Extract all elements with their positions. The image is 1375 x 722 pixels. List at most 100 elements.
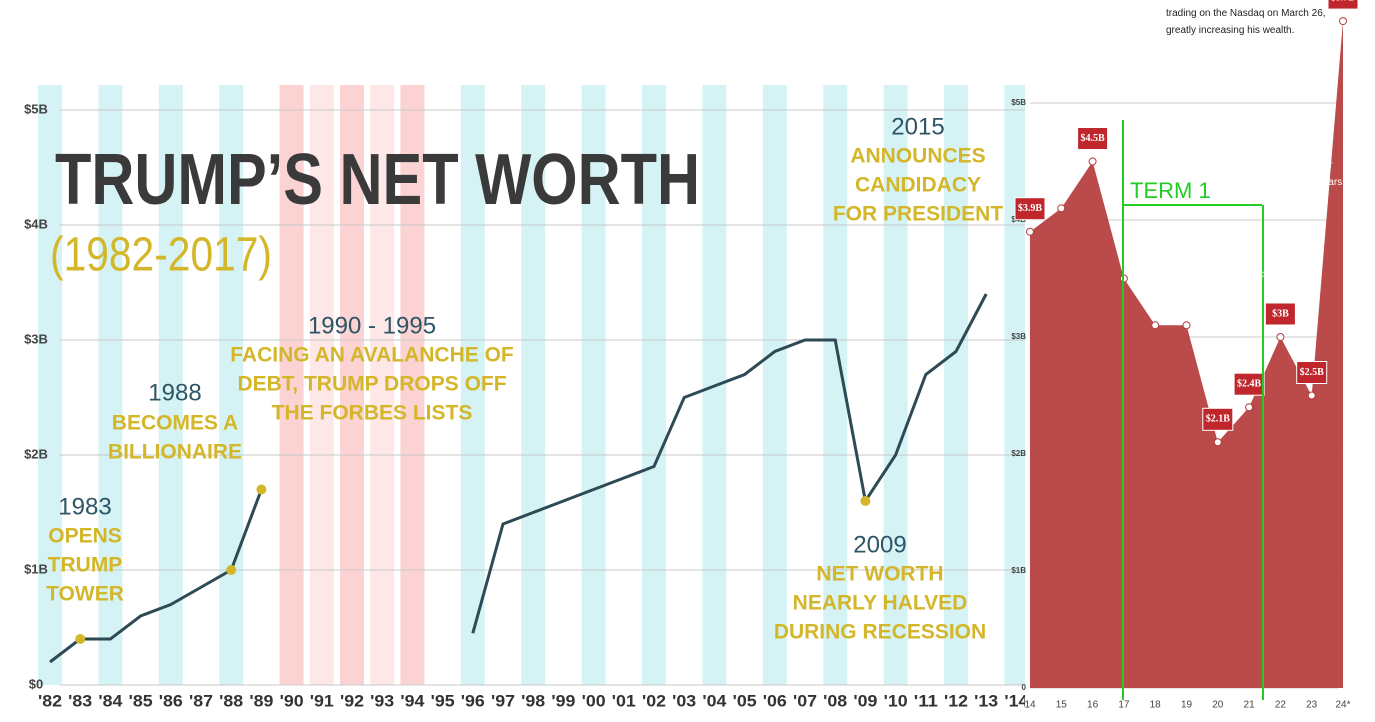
value-label: $3.9B xyxy=(1018,203,1043,214)
annotation-heading: 2015 xyxy=(891,113,944,140)
x-tick-label: '11 xyxy=(914,691,938,710)
annotation-line: the COVID-19 pandemic. xyxy=(1155,269,1267,280)
x-tick-label: '87 xyxy=(189,691,213,710)
annotation-line: the first time in 25 years. xyxy=(1236,177,1345,188)
y-tick-label: $0 xyxy=(29,676,43,691)
annotation-text: the first time in 25 years. xyxy=(1236,177,1345,188)
stripe xyxy=(460,85,485,685)
annotation-text: THE FORBES LISTS xyxy=(272,402,473,425)
x-tick-label: 22 xyxy=(1275,700,1287,711)
annotation-text: TRUMP xyxy=(48,554,123,577)
x-tick-label: '83 xyxy=(68,691,92,710)
x-tick-label: '00 xyxy=(582,691,606,710)
x-tick-label: '86 xyxy=(159,691,183,710)
y-tick-label: $4B xyxy=(24,216,48,231)
annotation-line: the Forbes 400 list for xyxy=(1236,160,1333,171)
stripe xyxy=(279,85,304,685)
annotation-heading: 2021 xyxy=(1236,143,1259,154)
x-tick-label: '98 xyxy=(521,691,545,710)
point xyxy=(1182,321,1191,330)
label-box xyxy=(1202,407,1234,431)
x-tick-label: '85 xyxy=(129,691,153,710)
x-tick-label: 24* xyxy=(1335,700,1350,711)
x-tick-label: '84 xyxy=(98,691,123,710)
value-label: $3B xyxy=(1272,308,1289,319)
annotation-line: : Commercial real xyxy=(1177,235,1255,246)
stripe xyxy=(581,85,606,685)
x-tick-label: '05 xyxy=(733,691,757,710)
background-stripes xyxy=(38,85,1029,685)
y-tick-label: $3B xyxy=(1011,332,1026,341)
x-tick-label: '09 xyxy=(853,691,877,710)
annotation-dot xyxy=(226,565,237,575)
value-label: $2.4B xyxy=(1237,378,1262,389)
x-tick-label: 18 xyxy=(1150,700,1162,711)
x-tick-label: '03 xyxy=(672,691,696,710)
x-tick-label: 21 xyxy=(1244,700,1256,711)
chart-subtitle: (1982-2017) xyxy=(50,229,272,282)
area-series xyxy=(1030,21,1343,689)
x-tick-label: '99 xyxy=(551,691,575,710)
chart-title: TRUMP’S NET WORTH xyxy=(55,140,700,220)
annotation-text: CANDIDACY xyxy=(855,174,981,197)
annotation-text: DURING RECESSION xyxy=(774,621,986,644)
x-tick-label: 15 xyxy=(1056,700,1068,711)
x-tick-label: '12 xyxy=(944,691,968,710)
point xyxy=(1213,438,1222,447)
x-tick-label: '91 xyxy=(310,691,334,710)
point xyxy=(1151,321,1160,330)
x-tick-label: '01 xyxy=(612,691,636,710)
annotation-text: estate plunged during xyxy=(1155,252,1251,263)
annotation-line: trading on the Nasdaq on March 26, xyxy=(1166,8,1326,19)
annotation-text: BILLIONAIRE xyxy=(108,441,242,464)
annotation-text: FACING AN AVALANCHE OF xyxy=(230,344,514,367)
stripe xyxy=(642,85,666,685)
annotation-heading: 2009 xyxy=(853,531,906,558)
annotation-text: greatly increasing his wealth. xyxy=(1166,25,1294,36)
stripe xyxy=(762,85,787,685)
point xyxy=(1088,157,1097,166)
stripe xyxy=(400,85,425,685)
stripe xyxy=(521,85,546,685)
annotation-heading: 1990 - 1995 xyxy=(308,312,436,339)
y-tick-label: $5B xyxy=(1011,98,1026,107)
annotation-heading: 2020 xyxy=(1155,235,1178,246)
annotation-line: : Trump misses xyxy=(1258,143,1326,154)
x-tick-label: 19 xyxy=(1181,700,1193,711)
y-tick-label: $3B xyxy=(24,331,48,346)
stripe xyxy=(98,85,123,685)
term-label: TERM 1 xyxy=(1130,178,1211,203)
label-box xyxy=(1077,127,1109,150)
annotation-dot xyxy=(860,496,871,506)
annotation-line: greatly increasing his wealth. xyxy=(1166,25,1294,36)
x-tick-label: '13 xyxy=(974,691,998,710)
annotation-text: the Forbes 400 list for xyxy=(1236,160,1333,171)
x-tick-label: '96 xyxy=(461,691,485,710)
x-tick-label: '02 xyxy=(642,691,666,710)
annotation-text: NEARLY HALVED xyxy=(793,592,968,615)
y-tick-label: $1B xyxy=(24,561,48,576)
x-tick-label: '06 xyxy=(763,691,787,710)
stripe xyxy=(309,85,334,685)
annotation-text: ANNOUNCES xyxy=(850,145,985,168)
x-tick-label: '90 xyxy=(280,691,304,710)
point xyxy=(1026,227,1034,236)
label-box xyxy=(1014,197,1046,221)
x-tick-label: '97 xyxy=(491,691,515,710)
annotation-text: 2020: Commercial real xyxy=(1155,235,1256,246)
annotation-line: estate plunged during xyxy=(1155,252,1251,263)
x-tick-label: 23 xyxy=(1306,700,1318,711)
point xyxy=(1245,403,1254,412)
y-tick-label: $5B xyxy=(24,101,48,116)
x-tick-label: '07 xyxy=(793,691,817,710)
annotation-heading: 1988 xyxy=(148,379,201,406)
y-tick-label: 0 xyxy=(1022,683,1027,692)
annotation-dot xyxy=(75,634,86,644)
annotation-text: TOWER xyxy=(46,583,124,606)
stripe xyxy=(158,85,183,685)
x-tick-label: '10 xyxy=(884,691,908,710)
annotation-text: trading on the Nasdaq on March 26, xyxy=(1166,8,1326,19)
line-series xyxy=(49,293,988,664)
stripe xyxy=(219,85,244,685)
